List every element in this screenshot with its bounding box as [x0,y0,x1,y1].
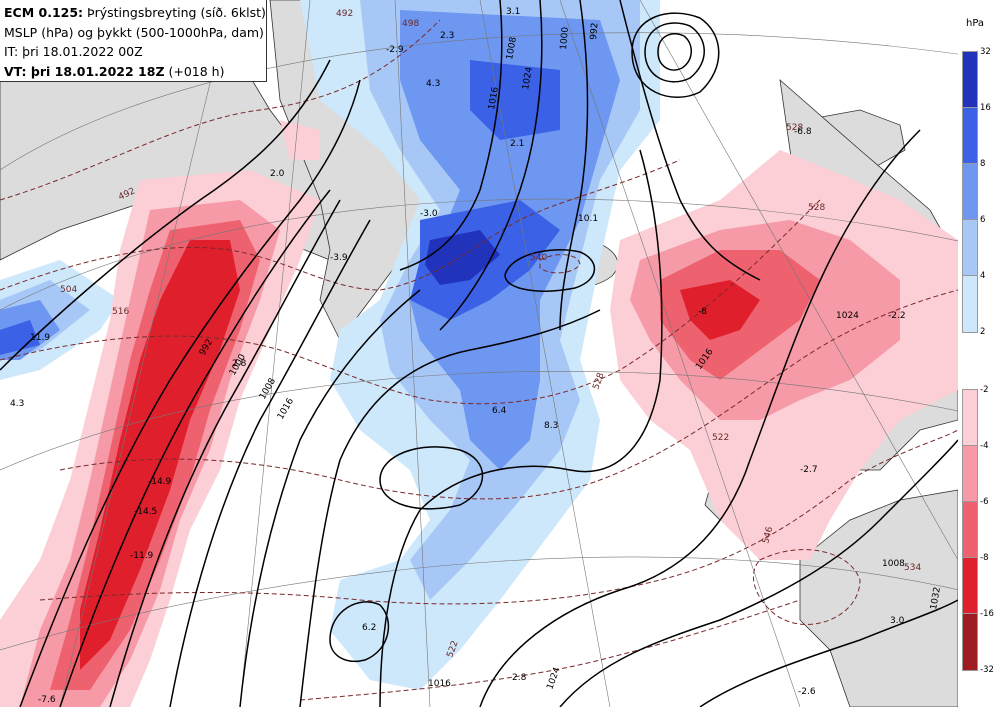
thickness-label: 498 [402,19,419,29]
colorbar-tick-label: 4 [980,271,986,281]
pressure-change-value: -3.9 [330,253,348,263]
pressure-change-value: 2.3 [440,31,454,41]
pressure-change-value: -14.5 [134,507,157,517]
colorbar-swatch [962,107,978,165]
pressure-change-value: 11.9 [30,333,50,343]
isobar-label: 1032 [929,586,943,610]
isobar-label: 992 [589,22,600,40]
colorbar-tick-label: -2 [980,385,989,395]
colorbar-swatch [962,613,978,671]
pressure-change-value: 3.1 [506,7,520,17]
rise-area-max [0,60,560,355]
colorbar-tick-label: 6 [980,215,986,225]
isobar-label: 1016 [428,679,451,689]
rise-area-strong [0,10,620,470]
isobar-label: 1016 [487,86,501,111]
colorbar-swatch [962,51,978,109]
pressure-change-value: 6.2 [362,623,376,633]
pressure-change-value: -8 [698,307,707,317]
pressure-change-value: -2.7 [800,465,818,475]
pressure-change-value: 4.3 [10,399,24,409]
thickness-label: 492 [336,9,353,19]
pressure-change-value: 2.8 [232,359,247,369]
colorbar-swatch [962,389,978,447]
colorbar-tick-label: 8 [980,159,986,169]
thickness-label: 516 [112,307,129,317]
pressure-rise-shading [0,0,660,690]
pressure-change-value: -7.6 [38,695,56,705]
rise-area-core [425,230,500,285]
pressure-change-value: 4.3 [426,79,440,89]
pressure-change-value: 8.3 [544,421,558,431]
isobar-label: 1008 [505,36,519,61]
pressure-change-value: 10.1 [578,214,598,224]
thickness-label: 540 [530,253,547,263]
forecast-lead: (+018 h) [164,63,225,79]
isobar-label: 1000 [559,26,571,50]
thickness-contours [0,19,959,701]
fields-description: MSLP (hPa) og þykkt (500-1000hPa, dam) [4,24,264,40]
pressure-change-value: -11.9 [130,551,154,561]
pressure-change-value: -2.9 [386,45,404,55]
map-title-box: ECM 0.125: Þrýstingsbreyting (síð. 6klst… [0,0,267,82]
fall-area-strong [50,220,820,690]
pressure-change-value: -2.2 [888,311,906,321]
pressure-change-value: -2.6 [798,687,816,697]
pressure-change-value: 3.0 [890,616,905,626]
colorbar-swatch [962,557,978,615]
model-name: ECM 0.125: [4,5,84,20]
thickness-label: 522 [712,433,729,443]
valid-time-line: VT: þri 18.01.2022 18Z (+018 h) [4,62,262,82]
colorbar-tick-label: -32 [980,665,994,675]
pressure-change-value: 2.8 [512,673,527,683]
colorbar-swatch [962,501,978,559]
colorbar-tick-label: 16 [980,103,991,113]
pressure-change-value: 2.0 [270,169,285,179]
isobar-label: 1024 [521,66,535,91]
colorbar-unit: hPa [966,18,985,29]
pressure-fall-shading [0,120,958,707]
colorbar-tick-label: -8 [980,553,989,563]
pressure-change-value: 2.1 [510,139,524,149]
pressure-change-value: -6.8 [794,127,812,137]
pressure-change-value: -3.0 [420,209,438,219]
thickness-label: 528 [808,203,825,213]
colorbar-tick-label: 32 [980,47,991,57]
product-name: Þrýstingsbreyting (síð. 6klst) [83,5,266,20]
colorbar-swatch [962,445,978,503]
colorbar-swatch [962,163,978,221]
pressure-change-value: 6.4 [492,406,507,416]
initial-time: IT: þri 18.01.2022 00Z [4,44,143,59]
europe-mainland-land [799,489,959,707]
colorbar-tick-label: -16 [980,609,994,619]
colorbar-tick-label: -4 [980,441,989,451]
isobar-label: 1008 [882,559,905,569]
colorbar-swatch [962,219,978,277]
colorbar-tick-label: 2 [980,327,986,337]
thickness-label: 504 [60,285,77,295]
isobars [0,0,959,707]
colorbar-swatch [962,275,978,333]
thickness-label: 528 [786,123,803,133]
thickness-label: 546 [761,525,775,544]
colorbar-tick-label: -6 [980,497,989,507]
valid-time: VT: þri 18.01.2022 18Z [4,63,165,79]
thickness-label: 534 [904,563,921,573]
isobar-label: 1024 [836,311,859,321]
product-title-line: ECM 0.125: Þrýstingsbreyting (síð. 6klst… [4,3,266,23]
pressure-change-value: -14.9 [148,477,172,487]
